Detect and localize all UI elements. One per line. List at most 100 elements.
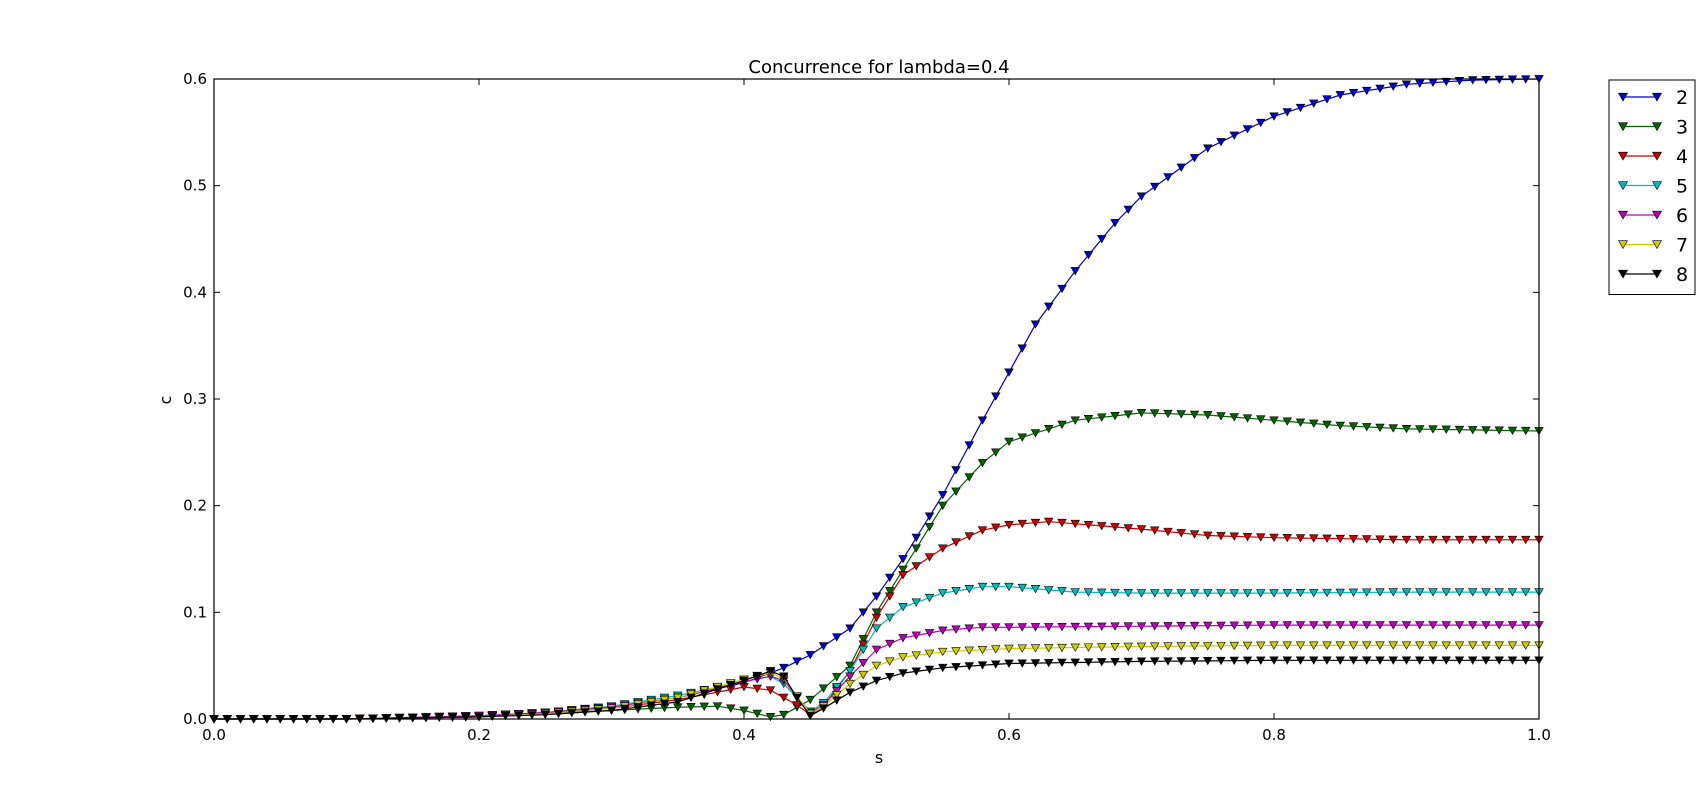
data-point [1030,584,1041,594]
data-point [659,699,670,709]
data-point [1044,623,1054,632]
data-point [1454,621,1465,630]
legend-item-6: 6 [1617,205,1688,227]
legend-marker [1617,92,1629,102]
data-point [1295,103,1306,113]
data-point [1348,621,1359,630]
data-point [1150,526,1160,535]
data-point [1282,108,1292,117]
data-point [1348,588,1359,597]
data-point [1401,535,1412,545]
data-point [858,670,868,680]
legend-marker [1651,151,1663,161]
data-point [1203,144,1213,153]
data-point [1494,535,1504,545]
data-point [540,710,550,720]
data-point [1017,659,1027,668]
data-point [871,645,882,655]
data-point [1468,426,1478,435]
data-point [1123,205,1133,215]
data-point [1415,621,1425,630]
data-point [858,640,868,649]
legend-label: 7 [1676,235,1688,257]
data-point [1189,657,1200,666]
data-point [1110,588,1120,598]
legend-marker [1617,181,1629,191]
data-point [1415,79,1425,88]
data-point [1494,426,1504,435]
data-point [527,711,537,720]
data-point [1454,425,1465,435]
data-point [1322,641,1332,650]
data-point [1375,588,1385,597]
data-point [1123,622,1133,631]
data-point [1507,641,1518,650]
data-point [1097,522,1107,531]
data-point [1083,622,1094,632]
data-point [1110,411,1120,421]
data-point [1256,118,1266,128]
data-point [1256,641,1266,650]
legend-marker [1617,269,1629,279]
data-point [1110,643,1120,652]
y-tick-label: 0.2 [183,497,207,515]
data-point [1136,408,1147,418]
y-axis-label: c [156,396,175,405]
data-point [911,667,921,676]
data-point [951,538,961,547]
data-point [1388,82,1398,91]
data-point [1309,641,1319,650]
y-tick-label: 0.5 [183,177,207,195]
data-point [1030,429,1041,438]
data-point [1388,424,1398,433]
data-point [1282,589,1292,598]
data-point [898,669,908,678]
data-point [421,713,431,723]
data-point [991,660,1001,669]
data-point [1136,589,1147,598]
data-point [1123,657,1133,666]
data-point [1335,621,1345,630]
data-point [1454,588,1465,597]
data-point [739,706,749,715]
data-point [858,608,868,617]
data-point [1097,588,1107,597]
data-point [1216,656,1226,666]
data-point [911,651,921,660]
data-point [1468,76,1478,85]
data-point [1401,656,1412,665]
data-point [1269,416,1279,425]
data-point [1428,641,1438,650]
data-point [1150,642,1160,651]
data-point [885,657,895,666]
data-point [1401,588,1412,597]
data-point [500,712,511,721]
data-point [1004,520,1014,530]
data-point [911,562,921,571]
data-point [1242,125,1253,134]
data-point [871,592,882,601]
data-point [1097,413,1107,422]
data-point [1362,641,1372,650]
data-point [898,571,908,580]
data-point [1203,656,1213,666]
data-point [1282,534,1292,543]
data-point [779,693,789,703]
data-point [1229,589,1239,598]
data-point [779,663,789,673]
data-point [408,714,418,723]
data-point [1269,589,1279,598]
data-point [1017,433,1027,442]
data-point [977,582,988,592]
data-point [1375,535,1385,544]
data-point [1176,642,1186,651]
data-point [1521,621,1531,630]
data-point [1441,77,1451,87]
data-point [1176,410,1186,419]
data-point [871,613,882,623]
data-point [1521,641,1531,650]
data-point [447,713,458,722]
data-point [1044,659,1054,668]
data-point [1348,88,1359,98]
